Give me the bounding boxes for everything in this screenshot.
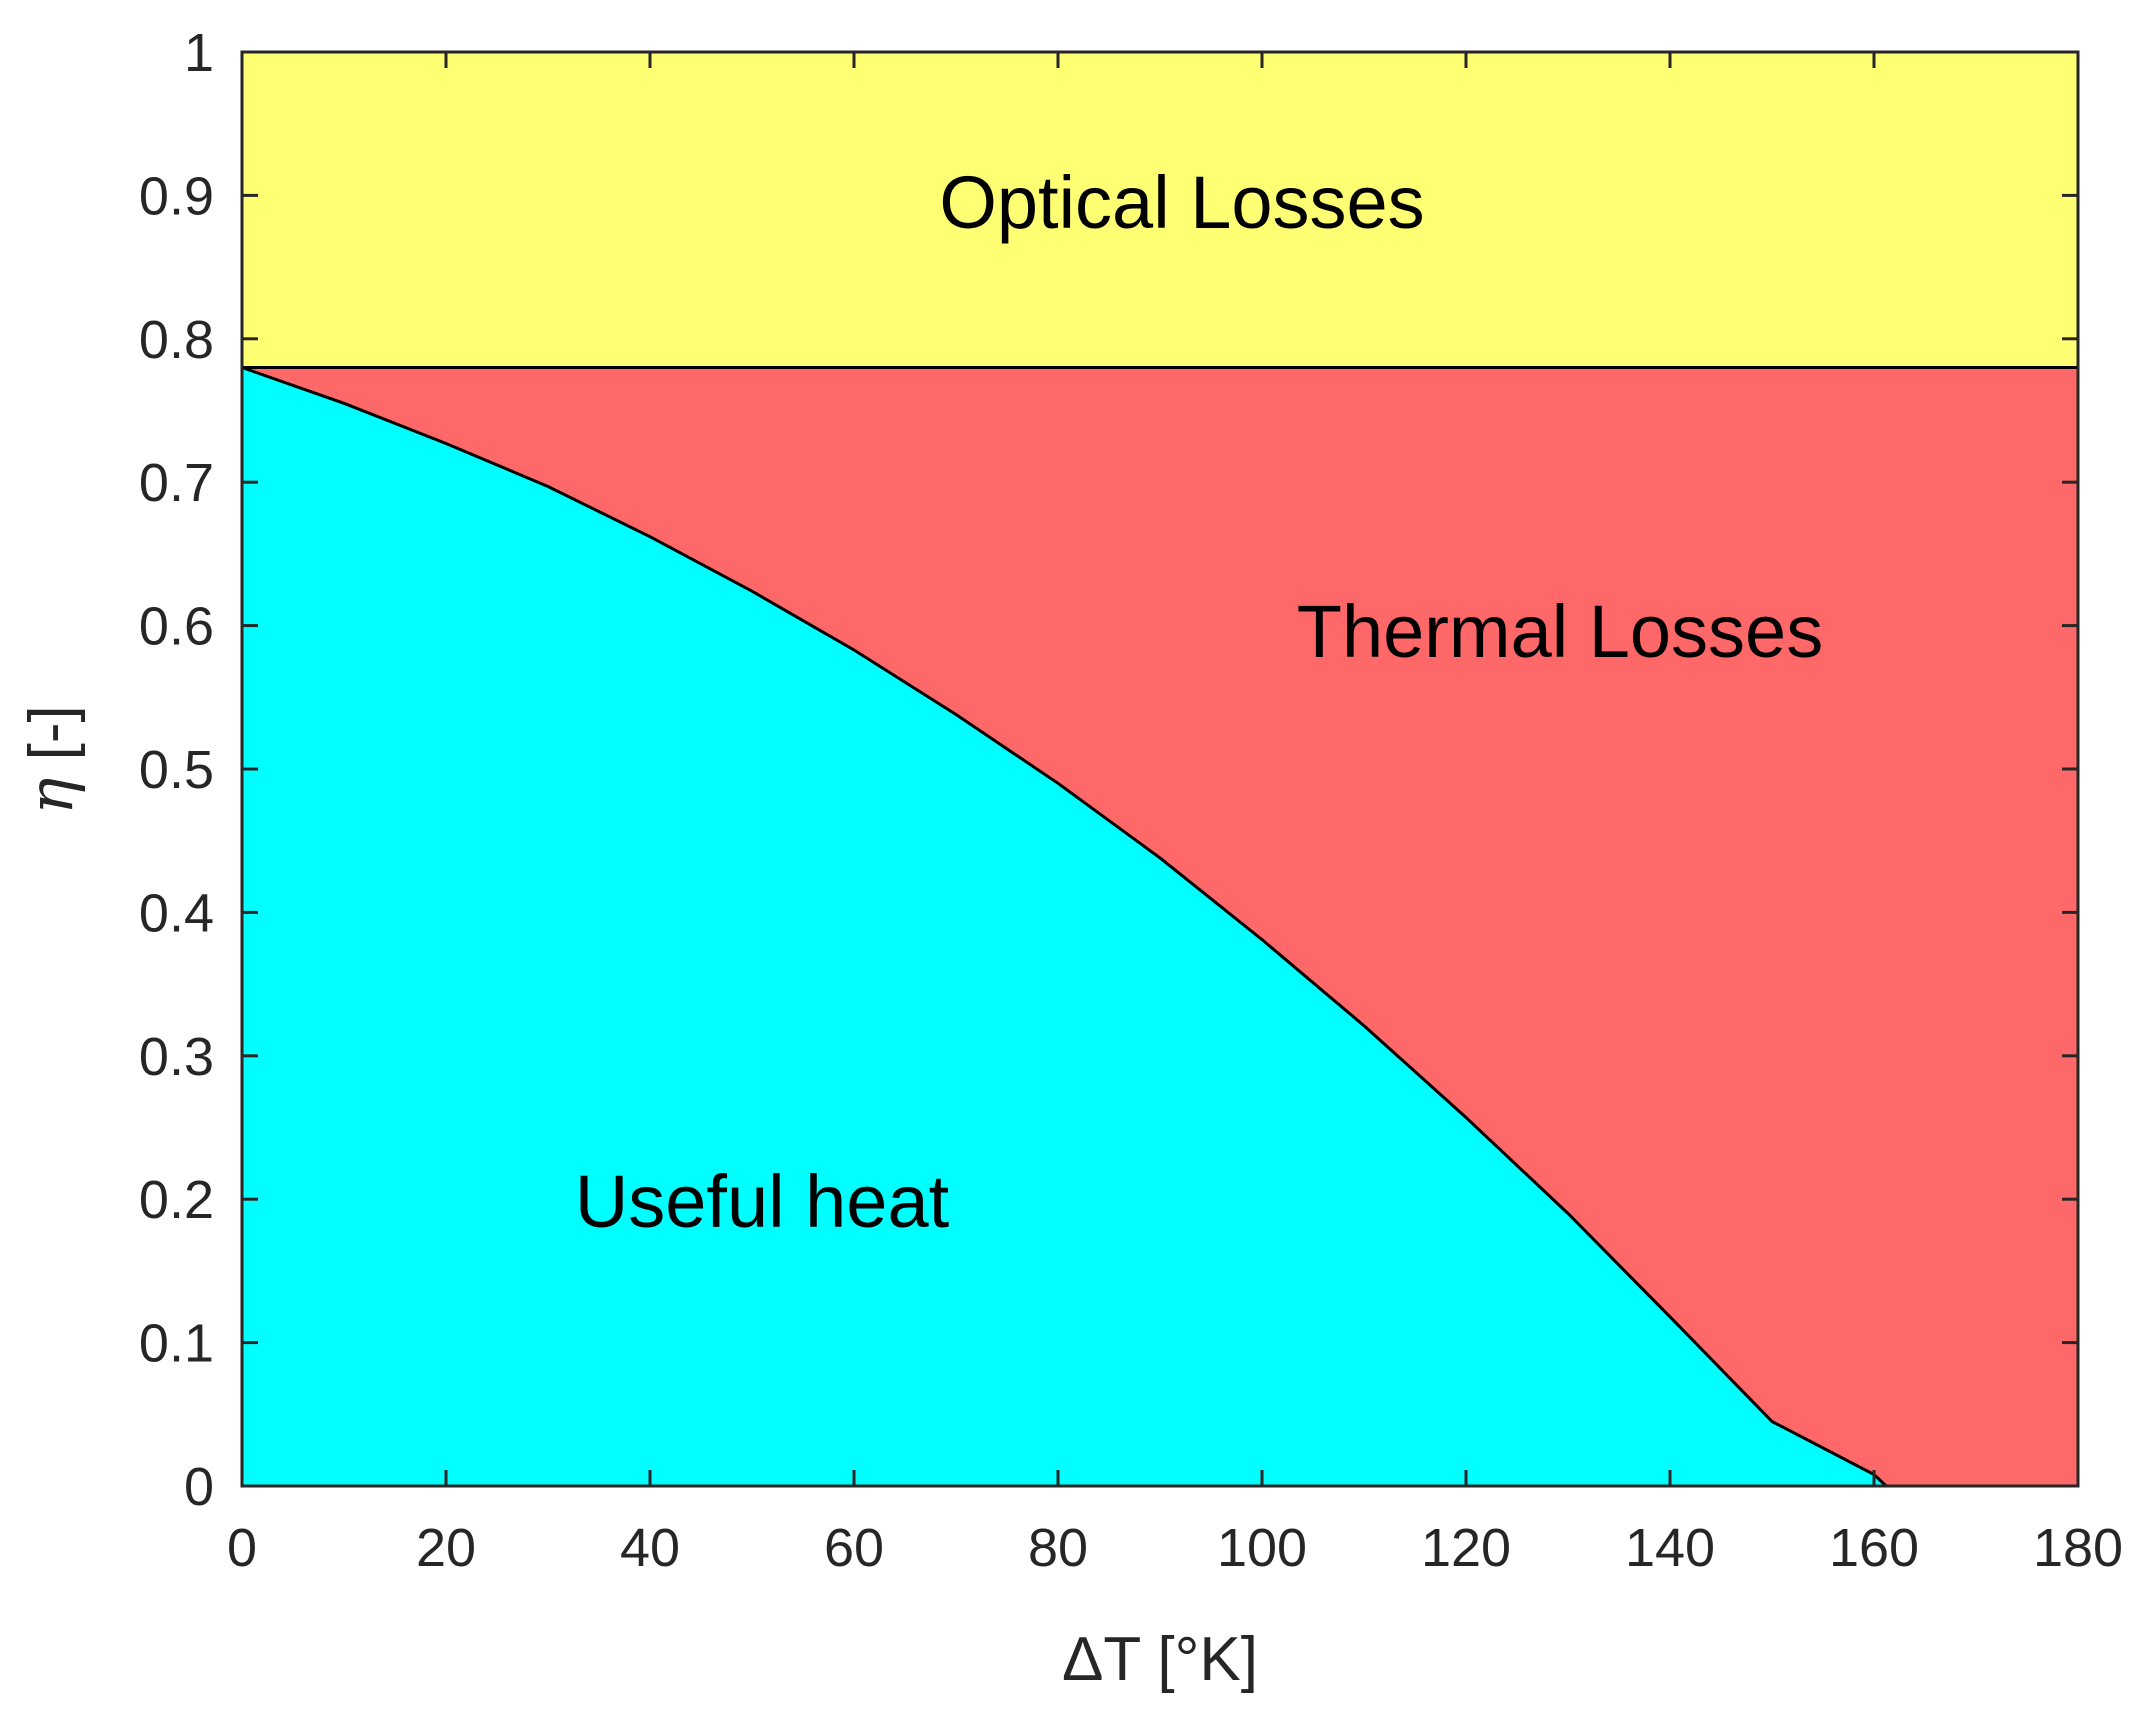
y-tick-label: 0.3 bbox=[139, 1027, 214, 1087]
y-axis-label-symbol: η bbox=[14, 778, 87, 815]
y-axis-label: η [-] bbox=[14, 705, 87, 814]
x-tick-label: 140 bbox=[1625, 1518, 1715, 1578]
x-axis-label: ΔT [°K] bbox=[1062, 1625, 1258, 1694]
y-ticks bbox=[242, 50, 2078, 1488]
y-tick-label: 0.7 bbox=[139, 453, 214, 513]
x-tick-label: 80 bbox=[1028, 1518, 1088, 1578]
useful-heat-region bbox=[242, 367, 1887, 1486]
x-tick-label: 180 bbox=[2033, 1518, 2123, 1578]
y-tick-labels: 0 0.1 0.2 0.3 0.4 0.5 0.6 0.7 0.8 0.9 1 bbox=[139, 23, 214, 1517]
x-tick-label: 60 bbox=[824, 1518, 884, 1578]
x-tick-label: 40 bbox=[620, 1518, 680, 1578]
x-ticks bbox=[240, 52, 2080, 1486]
y-tick-label: 0.1 bbox=[139, 1314, 214, 1374]
useful-heat-label: Useful heat bbox=[575, 1160, 950, 1243]
y-tick-label: 0 bbox=[184, 1457, 214, 1517]
x-tick-label: 100 bbox=[1217, 1518, 1307, 1578]
x-tick-label: 0 bbox=[227, 1518, 257, 1578]
x-tick-label: 20 bbox=[416, 1518, 476, 1578]
y-tick-label: 1 bbox=[184, 23, 214, 83]
y-axis-label-unit: [-] bbox=[17, 705, 86, 777]
optical-losses-region bbox=[242, 52, 2078, 368]
y-tick-label: 0.4 bbox=[139, 883, 214, 943]
optical-losses-label: Optical Losses bbox=[939, 161, 1424, 244]
x-tick-label: 120 bbox=[1421, 1518, 1511, 1578]
y-tick-label: 0.5 bbox=[139, 740, 214, 800]
y-tick-label: 0.9 bbox=[139, 166, 214, 226]
x-tick-label: 160 bbox=[1829, 1518, 1919, 1578]
thermal-losses-label: Thermal Losses bbox=[1297, 590, 1823, 673]
y-tick-label: 0.2 bbox=[139, 1170, 214, 1230]
efficiency-curve bbox=[241, 366, 1888, 1488]
y-tick-label: 0.8 bbox=[139, 310, 214, 370]
y-tick-label: 0.6 bbox=[139, 597, 214, 657]
x-tick-labels: 0 20 40 60 80 100 120 140 160 180 bbox=[227, 1518, 2123, 1578]
